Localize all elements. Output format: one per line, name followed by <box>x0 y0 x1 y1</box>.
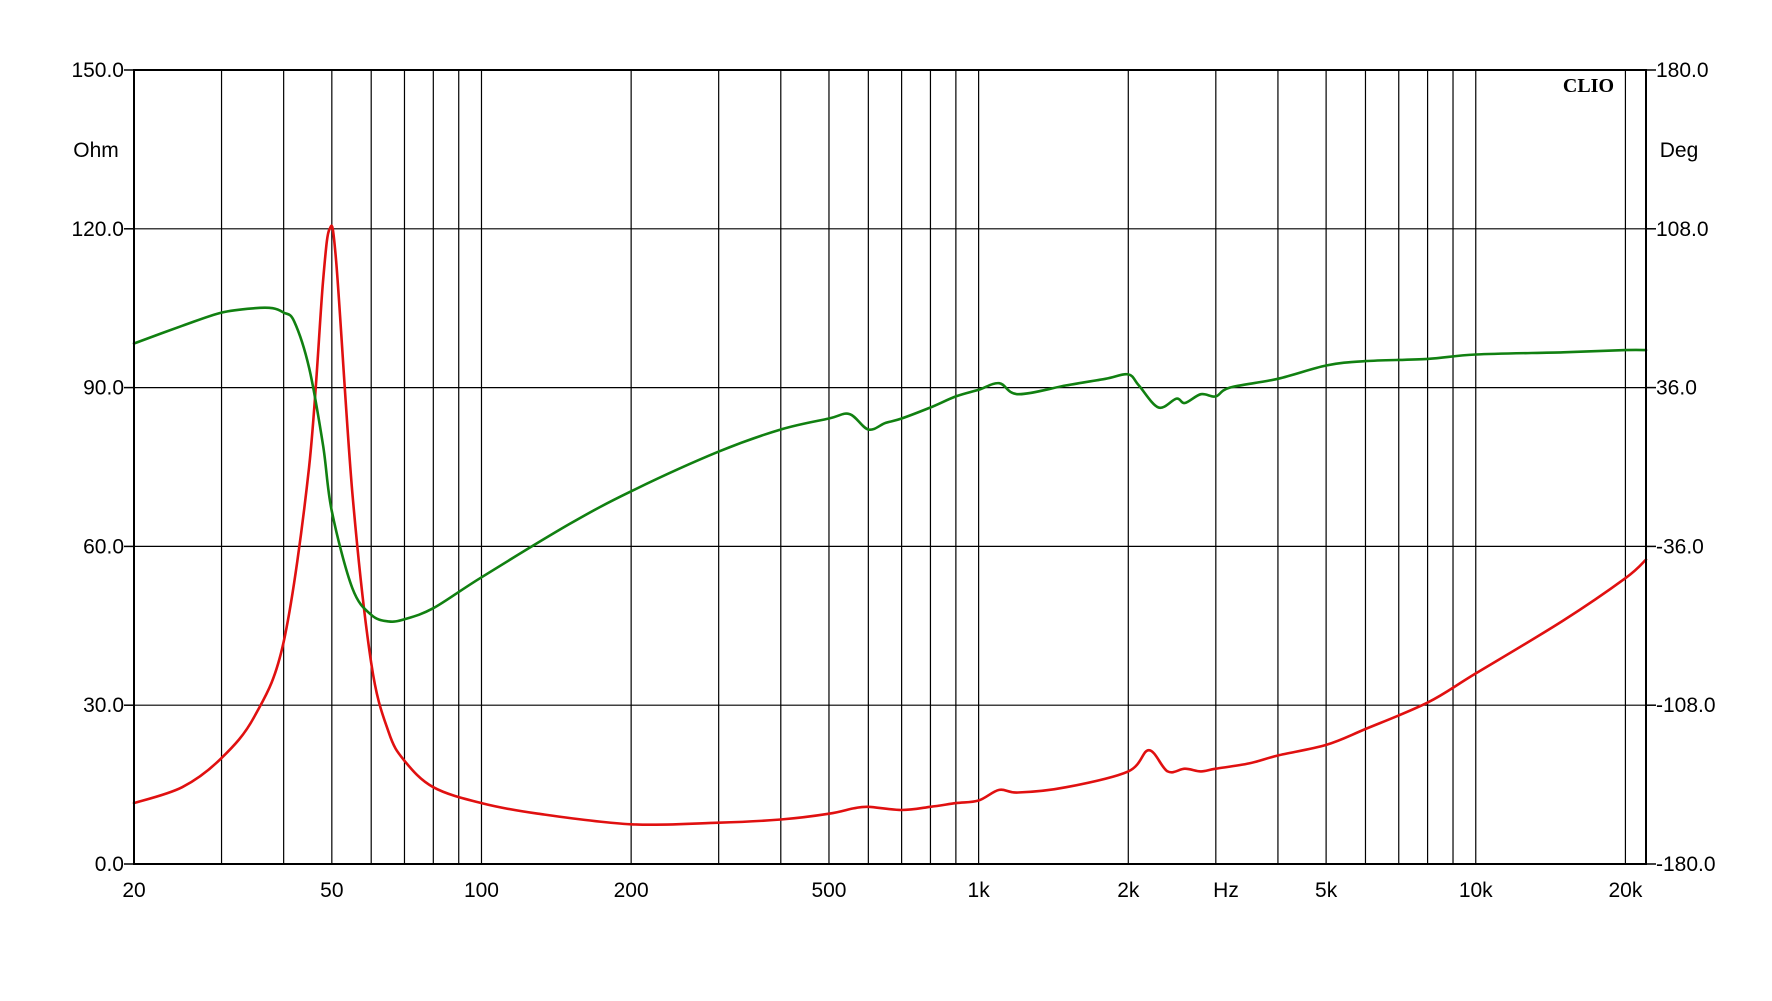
left-tick-label: 150.0 <box>71 59 124 82</box>
x-axis-unit: Hz <box>1213 879 1239 902</box>
left-axis-labels: 150.0 120.0 90.0 60.0 30.0 0.0 <box>71 59 124 876</box>
x-tick-label: 20k <box>1608 879 1642 902</box>
right-axis-labels: 180.0 108.0 36.0 -36.0 -108.0 -180.0 <box>1656 59 1716 876</box>
x-tick-label: 500 <box>811 879 846 902</box>
x-axis-labels: 20 50 100 200 500 1k 2k 5k 10k 20k Hz <box>122 879 1643 902</box>
left-tick-label: 0.0 <box>95 853 124 876</box>
left-tick-label: 90.0 <box>83 377 124 400</box>
right-tick-label: 180.0 <box>1656 59 1709 82</box>
left-tick-label: 60.0 <box>83 535 124 558</box>
right-tick-label: -108.0 <box>1656 694 1716 717</box>
x-tick-label: 2k <box>1117 879 1140 902</box>
grid <box>124 69 1656 865</box>
left-tick-label: 30.0 <box>83 694 124 717</box>
x-tick-label: 1k <box>968 879 991 902</box>
right-tick-label: 36.0 <box>1656 377 1697 400</box>
left-axis-unit: Ohm <box>73 139 119 162</box>
right-tick-label: 108.0 <box>1656 218 1709 241</box>
series-lines <box>132 224 1648 827</box>
left-tick-label: 120.0 <box>71 218 124 241</box>
x-tick-label: 5k <box>1315 879 1338 902</box>
brand-label: CLIO <box>1563 75 1614 97</box>
plot-frame <box>133 69 1647 865</box>
x-tick-label: 100 <box>464 879 499 902</box>
x-tick-label: 200 <box>614 879 649 902</box>
x-tick-label: 10k <box>1459 879 1493 902</box>
x-tick-label: 20 <box>122 879 145 902</box>
x-tick-label: 50 <box>320 879 343 902</box>
right-tick-label: -180.0 <box>1656 853 1716 876</box>
right-tick-label: -36.0 <box>1656 535 1704 558</box>
impedance-curve <box>132 224 1648 827</box>
phase-curve <box>132 306 1648 623</box>
right-axis-unit: Deg <box>1660 139 1699 162</box>
